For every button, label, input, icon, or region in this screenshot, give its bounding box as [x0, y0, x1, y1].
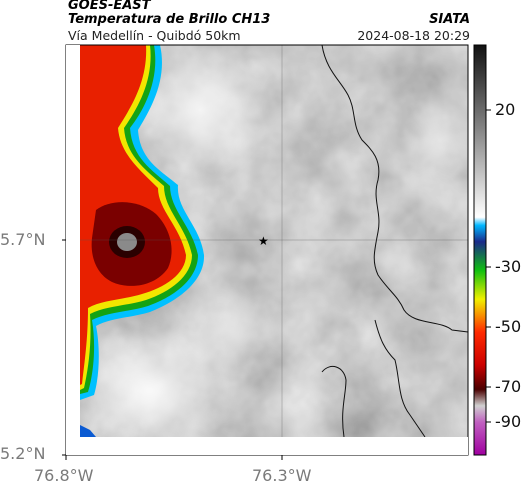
product-title: Temperatura de Brillo CH13: [68, 12, 271, 27]
location-subtitle: Vía Medellín - Quibdó 50km: [68, 28, 241, 43]
brand-label: SIATA: [429, 12, 470, 27]
lon-label-76-3: 76.3°W: [252, 466, 312, 485]
agency-title: GOES-EAST: [68, 0, 151, 13]
colorbar: [473, 44, 487, 456]
colorbar-label: 20: [495, 100, 516, 119]
lat-label-5-2: 5.2°N: [0, 444, 46, 463]
admin-border: [321, 45, 468, 333]
colorbar-label: -50: [495, 317, 522, 336]
satellite-image: [80, 45, 468, 437]
star-icon: ★: [258, 234, 269, 248]
colorbar-label: -30: [495, 257, 522, 276]
lon-label-76-8: 76.8°W: [34, 466, 94, 485]
lat-label-5-7: 5.7°N: [0, 230, 46, 249]
datetime-label: 2024-08-18 20:29: [357, 28, 470, 43]
colorbar-label: -70: [495, 377, 522, 396]
colorbar-label: -90: [495, 412, 522, 431]
